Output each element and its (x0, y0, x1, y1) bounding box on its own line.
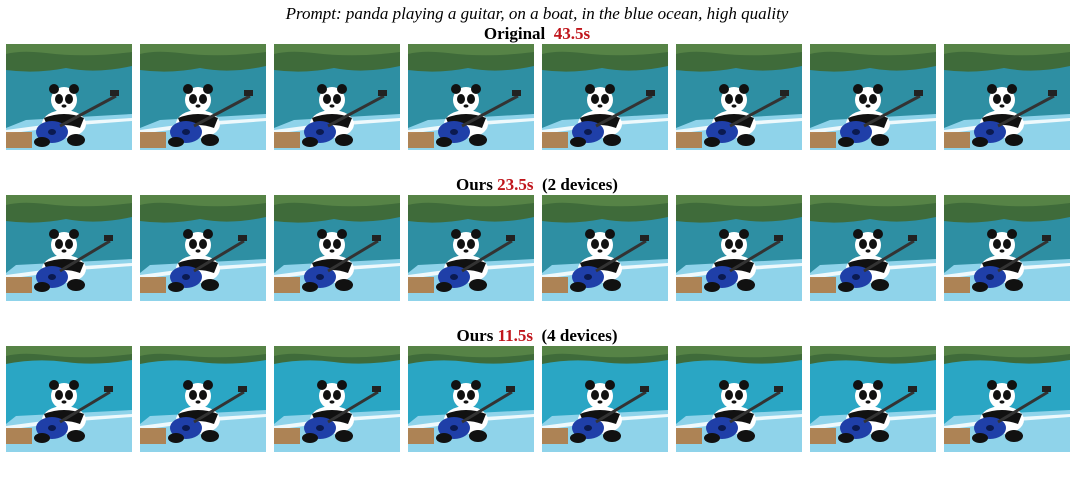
frame-thumbnail (274, 195, 400, 301)
row-title-four-devices: Ours 11.5s (4 devices) (0, 326, 1074, 346)
frame-thumbnail (6, 195, 132, 301)
frame-thumbnail (140, 44, 266, 150)
frame-thumbnail (6, 44, 132, 150)
frame-thumbnail (676, 44, 802, 150)
row-label: Ours (456, 326, 494, 345)
frame-thumbnail (408, 195, 534, 301)
frame-thumbnail (810, 195, 936, 301)
prompt-caption: Prompt: panda playing a guitar, on a boa… (285, 4, 789, 23)
frame-thumbnail (274, 44, 400, 150)
row-label: Original (483, 24, 546, 43)
frame-thumbnail (676, 195, 802, 301)
frame-thumbnail (810, 346, 936, 452)
frame-thumbnail (408, 44, 534, 150)
frame-thumbnail (542, 346, 668, 452)
frame-thumbnail (408, 346, 534, 452)
frame-thumbnail (140, 346, 266, 452)
row-title-two-devices: Ours 23.5s (2 devices) (0, 175, 1074, 195)
row-suffix: (4 devices) (541, 326, 618, 345)
frame-thumbnail (810, 44, 936, 150)
frame-thumbnail (140, 195, 266, 301)
frame-thumbnail (944, 346, 1070, 452)
row-suffix: (2 devices) (541, 175, 618, 194)
frame-thumbnail (944, 195, 1070, 301)
frame-strip-original (6, 44, 1070, 150)
frame-thumbnail (944, 44, 1070, 150)
frame-thumbnail (6, 346, 132, 452)
frame-thumbnail (676, 346, 802, 452)
row-label: Ours (456, 175, 493, 194)
frame-strip-two-devices (6, 195, 1070, 301)
frame-thumbnail (542, 195, 668, 301)
frame-thumbnail (274, 346, 400, 452)
row-time: 23.5s (497, 175, 534, 194)
row-time: 43.5s (553, 24, 591, 43)
frame-strip-four-devices (6, 346, 1070, 452)
frame-thumbnail (542, 44, 668, 150)
row-time: 11.5s (497, 326, 533, 345)
row-title-original: Original 43.5s (0, 24, 1074, 44)
